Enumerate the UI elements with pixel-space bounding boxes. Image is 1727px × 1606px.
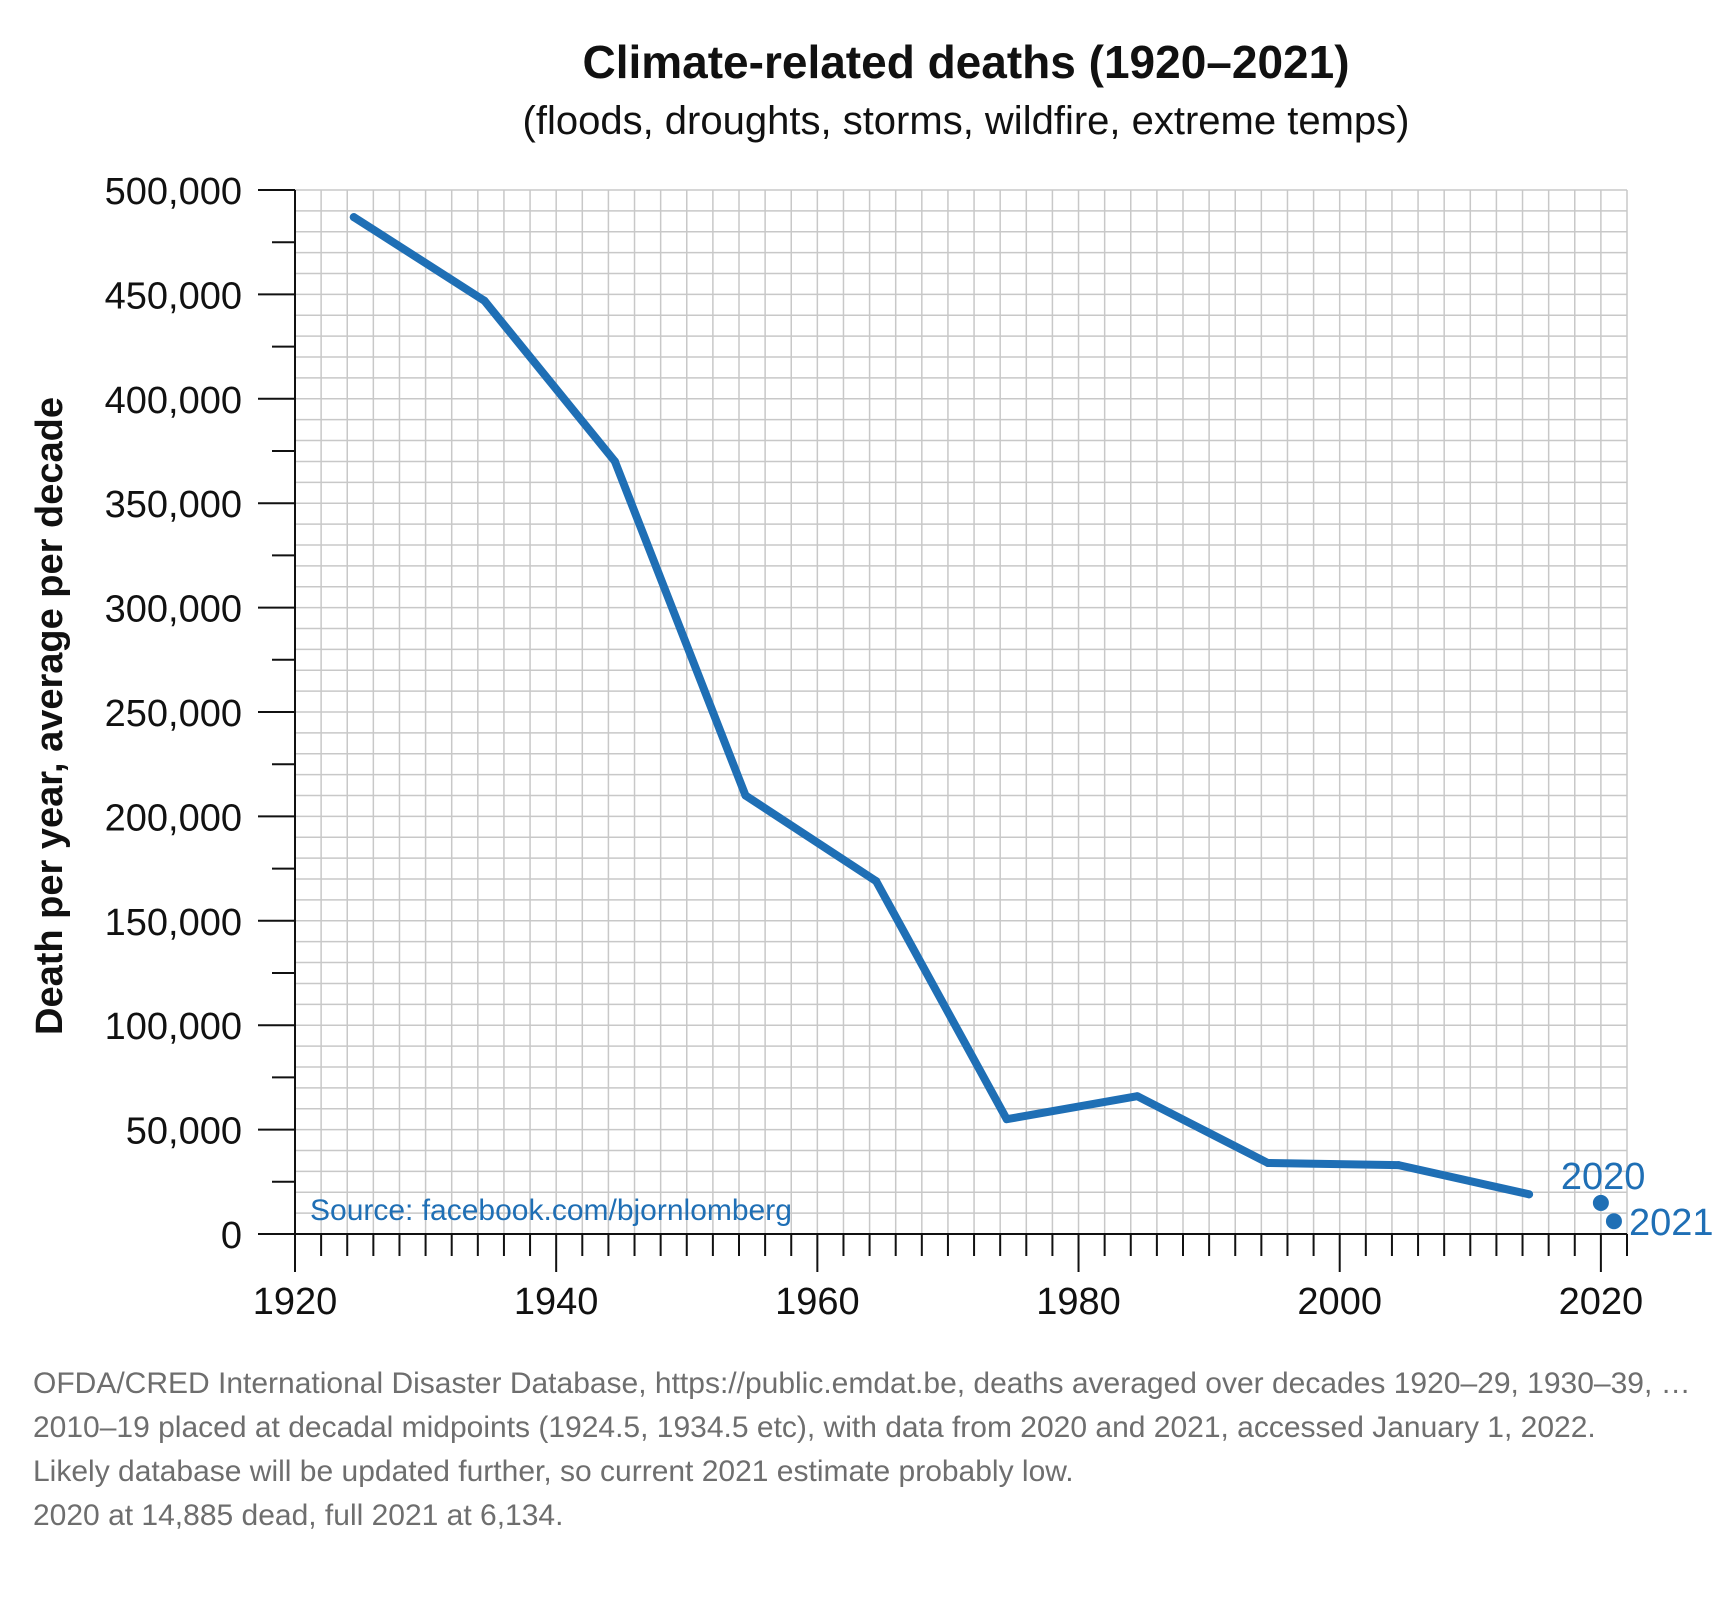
axes xyxy=(258,190,1627,1236)
y-tick-label: 50,000 xyxy=(126,1111,242,1153)
y-tick-label: 0 xyxy=(221,1215,242,1257)
y-tick-label: 350,000 xyxy=(105,484,242,526)
grid xyxy=(294,189,1628,1235)
ticks: 0 50,000 100,000 150,000 200,000 250,000 300,0… xyxy=(105,171,1644,1323)
footnote-line-3: 2020 at 14,885 dead, full 2021 at 6,134. xyxy=(33,1499,564,1532)
data-point xyxy=(1394,1161,1403,1170)
x-tick-label: 1920 xyxy=(253,1281,338,1323)
data-point xyxy=(610,457,619,466)
footnote-line-2: Likely database will be updated further,… xyxy=(33,1455,1074,1488)
y-tick-label: 450,000 xyxy=(105,275,242,317)
x-tick-label: 1940 xyxy=(514,1281,599,1323)
y-tick-label: 500,000 xyxy=(105,171,242,213)
series-line xyxy=(349,213,1534,1199)
chart-title: Climate-related deaths (1920–2021) xyxy=(582,36,1349,88)
x-tick-label: 1980 xyxy=(1036,1281,1121,1323)
footnote-line-1: OFDA/CRED International Disaster Databas… xyxy=(33,1367,1699,1444)
data-point xyxy=(1263,1159,1272,1168)
x-tick-label: 1960 xyxy=(775,1281,860,1323)
x-tick-label: 2000 xyxy=(1297,1281,1382,1323)
y-tick-label: 250,000 xyxy=(105,693,242,735)
data-point xyxy=(741,791,750,800)
data-point xyxy=(872,877,881,886)
y-tick-label: 150,000 xyxy=(105,902,242,944)
data-point xyxy=(1133,1092,1142,1101)
y-axis-title: Death per year, average per decade xyxy=(29,397,71,1035)
source-label: Source: facebook.com/bjornlomberg xyxy=(310,1194,792,1227)
y-tick-label: 100,000 xyxy=(105,1006,242,1048)
point-label-2020: 2020 xyxy=(1561,1156,1646,1198)
data-point xyxy=(480,296,489,305)
y-tick-label: 200,000 xyxy=(105,797,242,839)
point-2021 xyxy=(1605,1213,1622,1230)
y-tick-label: 400,000 xyxy=(105,380,242,422)
point-2020 xyxy=(1592,1194,1609,1211)
footnote: OFDA/CRED International Disaster Databas… xyxy=(33,1362,1693,1538)
chart-subtitle: (floods, droughts, storms, wildfire, ext… xyxy=(523,99,1410,143)
y-tick-label: 300,000 xyxy=(105,589,242,631)
data-point xyxy=(1525,1190,1534,1199)
x-tick-label: 2020 xyxy=(1559,1281,1644,1323)
data-point xyxy=(349,213,358,222)
data-point xyxy=(1002,1115,1011,1124)
point-label-2021: 2021 xyxy=(1629,1202,1714,1244)
chart: Climate-related deaths (1920–2021) (floo… xyxy=(29,36,1714,1323)
